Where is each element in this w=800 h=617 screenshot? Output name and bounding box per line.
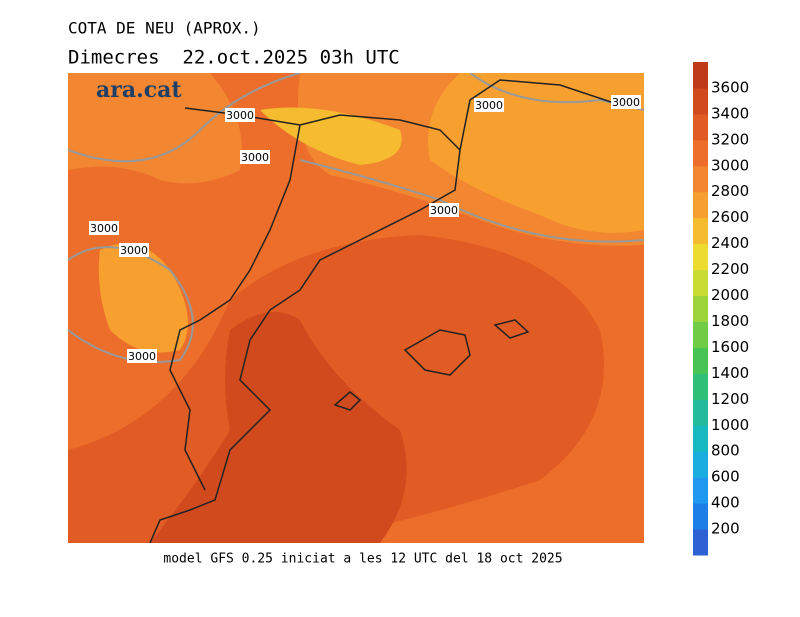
colorbar-label: 1200 — [711, 390, 749, 408]
title: COTA DE NEU (APROX.) — [68, 19, 261, 38]
colorbar-segment — [693, 87, 708, 115]
colorbar-label: 400 — [711, 494, 740, 512]
colorbar-segment — [693, 503, 708, 530]
contour-label: 3000 — [430, 204, 458, 217]
colorbar-label: 600 — [711, 468, 740, 486]
warm-zone — [68, 73, 242, 184]
colorbar-segment — [693, 477, 708, 504]
contour-label: 3000 — [90, 222, 118, 235]
colorbar-label: 3000 — [711, 156, 749, 174]
colorbar-segment — [693, 113, 708, 141]
colorbar-label: 3200 — [711, 130, 749, 148]
colorbar-segment — [693, 321, 708, 348]
colorbar-segment — [693, 529, 708, 556]
colorbar-segment — [693, 269, 708, 297]
contour-label-box — [89, 221, 119, 235]
logo: ara.cat — [96, 77, 182, 103]
warm-zone — [428, 73, 644, 233]
contour-label: 3000 — [475, 99, 503, 112]
colorbar-label: 200 — [711, 520, 740, 538]
colorbar-label: 2000 — [711, 286, 749, 304]
colorbar-segment — [693, 295, 708, 322]
colorbar-segment — [693, 347, 708, 374]
contour-label-box — [611, 95, 641, 109]
colorbar-segment — [693, 451, 708, 478]
contour-label: 3000 — [226, 109, 254, 122]
contour-label-box — [429, 203, 459, 217]
colorbar-segment — [693, 62, 708, 89]
contour-label-box — [474, 98, 504, 112]
contour-label-box — [119, 243, 149, 257]
colorbar-segment — [693, 243, 708, 271]
colorbar-label: 2400 — [711, 234, 749, 252]
colorbar-segment — [693, 399, 708, 426]
colorbar-label: 1400 — [711, 364, 749, 382]
warm-zone — [98, 243, 188, 353]
colorbar-label: 1800 — [711, 312, 749, 330]
subtitle: Dimecres 22.oct.2025 03h UTC — [68, 47, 400, 69]
contour-label: 3000 — [612, 96, 640, 109]
colorbar-segment — [693, 217, 708, 245]
colorbar-label: 2200 — [711, 260, 749, 278]
colorbar-label: 1600 — [711, 338, 749, 356]
colorbar-label: 3600 — [711, 78, 749, 96]
contour-label-box — [240, 150, 270, 164]
colorbar-segment — [693, 425, 708, 452]
colorbar-segment — [693, 191, 708, 219]
footer: model GFS 0.25 iniciat a les 12 UTC del … — [163, 552, 562, 567]
colorbar-label: 800 — [711, 442, 740, 460]
colorbar-label: 1000 — [711, 416, 749, 434]
contour-label: 3000 — [241, 151, 269, 164]
colorbar-label: 2800 — [711, 182, 749, 200]
contour-label: 3000 — [120, 244, 148, 257]
colorbar: 200 400 600 800 1000 1200 1400 1600 1800 2000 2200… — [693, 62, 749, 556]
contour-label-box — [225, 108, 255, 122]
cool-zone — [150, 312, 407, 543]
contour-label: 3000 — [128, 350, 156, 363]
colorbar-segment — [693, 139, 708, 167]
colorbar-label: 3400 — [711, 104, 749, 122]
colorbar-segment — [693, 373, 708, 400]
contour-label-box — [127, 349, 157, 363]
colorbar-segment — [693, 165, 708, 193]
warm-zone — [260, 107, 402, 165]
colorbar-label: 2600 — [711, 208, 749, 226]
